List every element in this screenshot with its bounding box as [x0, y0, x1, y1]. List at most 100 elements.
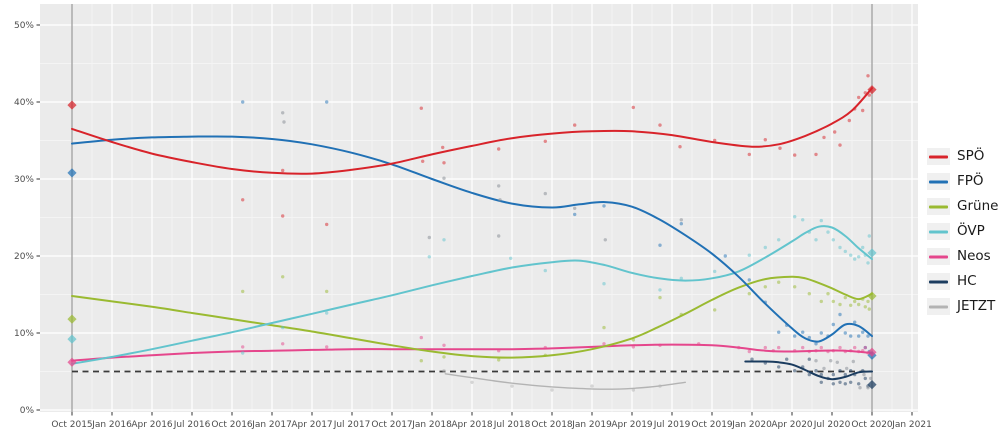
- poll-point-gruene: [713, 308, 717, 312]
- poll-point-gruene: [747, 292, 751, 296]
- poll-point-jetzt: [631, 388, 635, 392]
- poll-point-ovp: [281, 325, 285, 330]
- poll-point-hc: [843, 372, 847, 377]
- x-tick-label: Apr 2019: [611, 420, 653, 430]
- legend-label-gruene: Grüne: [957, 197, 999, 214]
- poll-point-fpo: [241, 100, 245, 104]
- poll-point-neos: [814, 349, 818, 353]
- poll-point-neos: [793, 349, 797, 353]
- poll-point-spo: [281, 214, 285, 218]
- poll-point-ovp: [849, 253, 853, 257]
- poll-point-hc: [807, 357, 811, 361]
- trend-line-spo: [71, 87, 873, 175]
- legend-item-jetzt: JETZT: [927, 296, 998, 317]
- poll-point-misc: [851, 359, 855, 364]
- poll-point-jetzt: [510, 384, 514, 388]
- legend-label-neos: Neos: [957, 247, 991, 264]
- poll-point-neos: [419, 335, 423, 340]
- poll-point-ovp: [826, 230, 830, 234]
- poll-point-jetzt: [590, 384, 594, 388]
- poll-point-misc: [497, 234, 501, 238]
- x-tick-label: Apr 2018: [451, 420, 493, 430]
- poll-point-neos: [801, 345, 805, 350]
- x-tick-label: Jul 2019: [653, 420, 691, 430]
- poll-point-spo: [325, 222, 329, 227]
- x-tick-label: Jul 2020: [813, 420, 851, 430]
- poll-point-fpo: [763, 300, 767, 304]
- poll-point-spo: [778, 146, 782, 150]
- poll-point-gruene: [807, 292, 811, 296]
- poll-point-spo: [747, 152, 751, 157]
- poll-point-fpo: [658, 243, 662, 247]
- trend-line-hc: [744, 360, 873, 381]
- poll-point-fpo: [857, 334, 861, 338]
- poll-point-gruene: [838, 302, 842, 307]
- poll-point-spo: [847, 118, 851, 123]
- poll-point-gruene: [777, 280, 781, 284]
- poll-point-gruene: [281, 275, 285, 279]
- election-result-diamond-gruene: [867, 291, 877, 301]
- poll-point-spo: [867, 93, 871, 97]
- poll-point-neos: [819, 345, 823, 350]
- poll-point-fpo: [777, 330, 781, 334]
- poll-point-gruene: [819, 299, 823, 304]
- poll-point-ovp: [814, 238, 818, 242]
- poll-point-gruene: [853, 299, 857, 304]
- poll-point-gruene: [679, 312, 683, 317]
- poll-point-ovp: [838, 245, 842, 250]
- poll-point-ovp: [831, 238, 835, 242]
- y-tick-label: 10%: [14, 329, 34, 339]
- x-tick-label: Oct 2019: [691, 420, 733, 430]
- poll-point-ovp: [853, 257, 857, 261]
- poll-point-ovp: [427, 255, 431, 259]
- poll-point-neos: [281, 342, 285, 346]
- poll-point-misc: [869, 376, 873, 381]
- poll-point-misc: [829, 359, 833, 363]
- poll-point-fpo: [602, 204, 606, 208]
- legend-key-spo: [927, 148, 950, 165]
- x-tick-label: Apr 2017: [291, 420, 332, 430]
- poll-point-neos: [843, 349, 847, 354]
- x-tick-label: Apr 2020: [771, 420, 813, 430]
- poll-point-misc: [814, 359, 818, 363]
- legend-item-neos: Neos: [927, 246, 998, 267]
- y-tick-label: 30%: [14, 175, 34, 185]
- poll-point-neos: [747, 349, 751, 354]
- x-tick-label: Oct 2016: [211, 420, 253, 430]
- poll-point-neos: [543, 345, 547, 350]
- poll-point-hc: [849, 380, 853, 384]
- trend-line-fpo: [71, 135, 873, 343]
- poll-point-gruene: [543, 353, 547, 357]
- poll-point-hc: [801, 365, 805, 369]
- poll-point-fpo: [849, 334, 853, 338]
- poll-point-neos: [863, 345, 867, 350]
- poll-point-ovp: [763, 245, 767, 250]
- y-tick-label: 20%: [14, 252, 34, 262]
- legend-key-gruene: [927, 198, 950, 215]
- poll-point-hc: [838, 380, 842, 384]
- poll-point-ovp: [863, 253, 867, 257]
- poll-point-fpo: [325, 100, 329, 104]
- poll-point-hc: [793, 369, 797, 373]
- poll-point-spo: [678, 145, 682, 149]
- poll-point-fpo: [853, 320, 857, 324]
- poll-point-ovp: [325, 311, 329, 315]
- legend-key-line-spo: [929, 155, 948, 158]
- legend-key-line-fpo: [929, 180, 948, 183]
- poll-point-spo: [713, 138, 717, 143]
- poll-point-spo: [863, 91, 867, 95]
- legend-item-hc: HC: [927, 271, 998, 292]
- poll-point-gruene: [658, 295, 662, 300]
- poll-point-fpo: [861, 330, 865, 334]
- poll-point-neos: [857, 349, 861, 354]
- poll-point-spo: [822, 135, 826, 140]
- poll-point-jetzt: [658, 384, 662, 388]
- poll-point-hc: [785, 357, 789, 361]
- trend-line-ovp: [71, 225, 873, 365]
- election-result-diamond-spo: [67, 100, 77, 110]
- x-tick-label: Oct 2018: [531, 420, 573, 430]
- poll-point-fpo: [793, 334, 797, 338]
- poll-point-gruene: [241, 289, 245, 294]
- poll-point-ovp: [543, 268, 547, 273]
- poll-point-jetzt: [442, 369, 446, 373]
